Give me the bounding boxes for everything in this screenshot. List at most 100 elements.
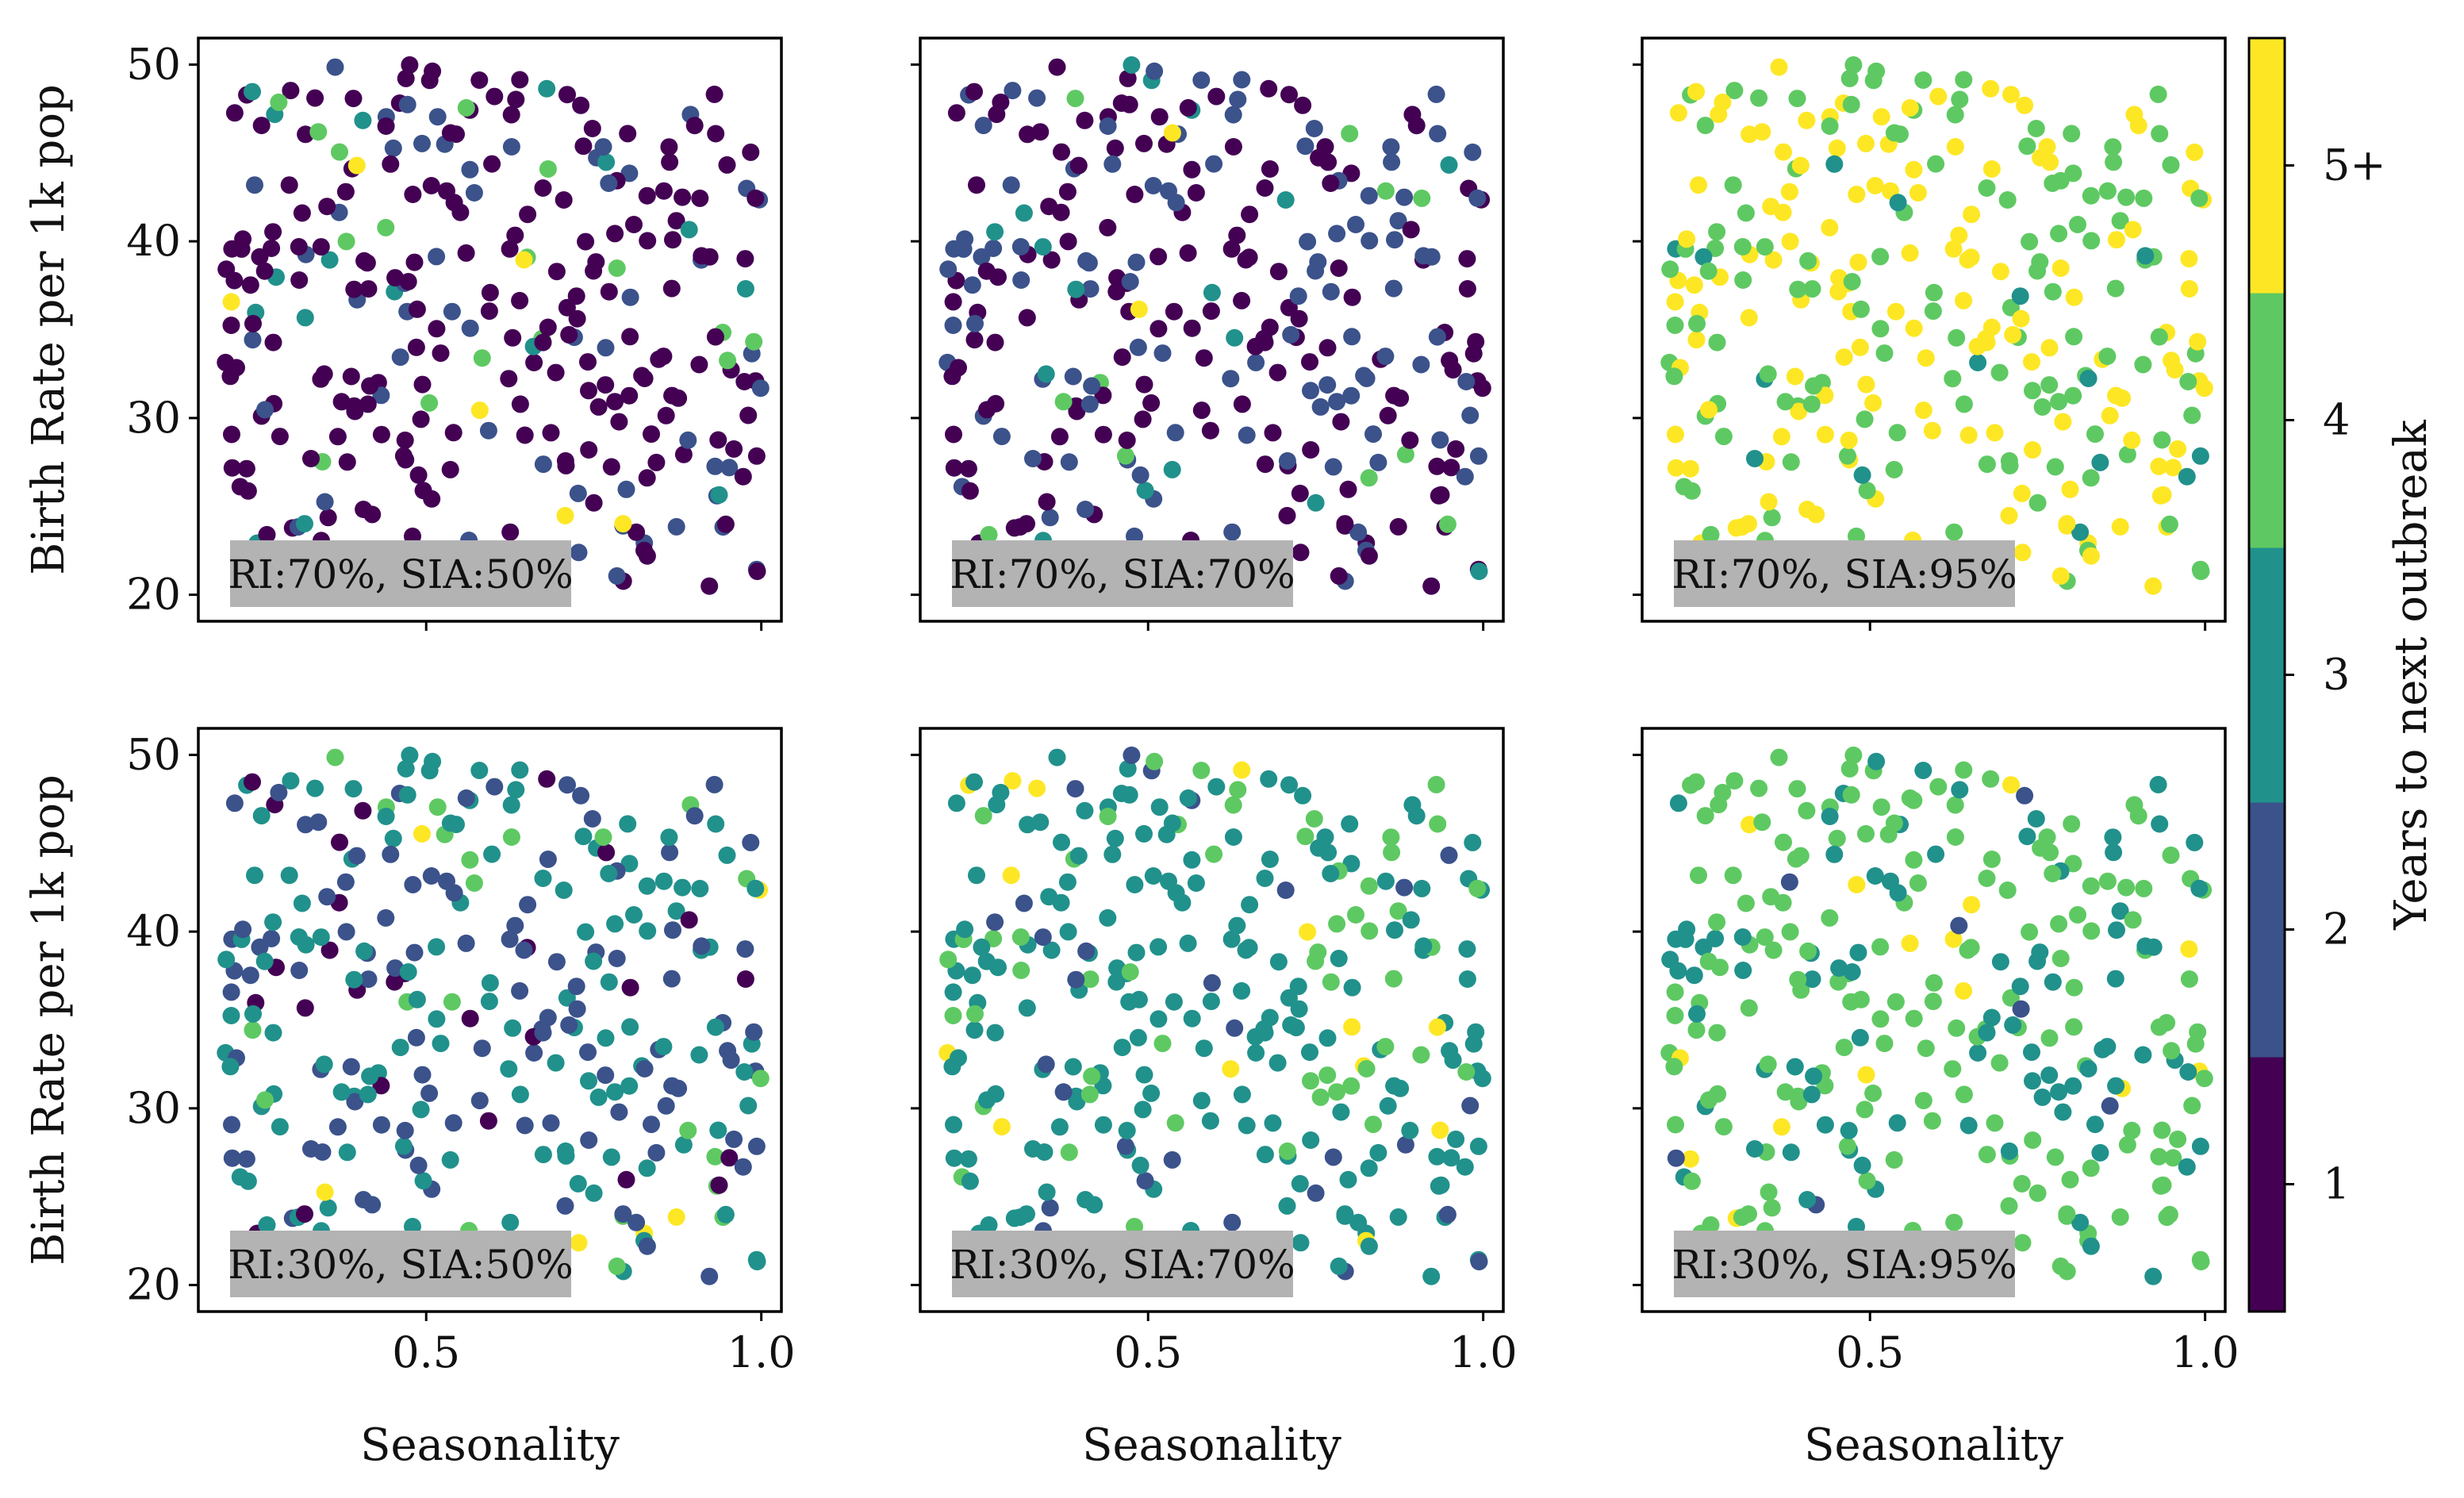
data-point (251, 248, 269, 266)
data-point (2111, 212, 2129, 230)
data-point (1867, 752, 1886, 770)
data-point (1290, 1000, 1308, 1018)
data-point (2082, 469, 2100, 487)
data-point (1666, 1007, 1684, 1024)
data-point (1187, 874, 1205, 892)
data-point (1289, 287, 1307, 305)
data-point (748, 563, 766, 581)
data-point (662, 279, 681, 298)
data-point (1360, 877, 1378, 895)
data-point (736, 280, 754, 298)
data-point (1256, 1146, 1274, 1164)
data-point (2180, 250, 2198, 268)
data-point (1798, 801, 1816, 820)
data-point (1278, 1196, 1296, 1215)
data-point (710, 486, 728, 504)
data-point (706, 1147, 724, 1166)
data-point (1328, 393, 1346, 411)
data-point (1024, 450, 1042, 467)
data-point (1149, 938, 1168, 956)
data-point (1458, 250, 1476, 268)
data-point (685, 117, 704, 135)
data-point (556, 451, 574, 470)
data-point (1015, 894, 1033, 912)
data-point (1224, 796, 1242, 814)
data-point (734, 467, 752, 486)
data-point (745, 1023, 763, 1041)
data-point (2091, 453, 2109, 471)
data-point (1201, 421, 1219, 440)
data-point (625, 216, 643, 233)
data-point (1059, 923, 1077, 941)
data-point (1224, 138, 1242, 156)
data-point (736, 940, 754, 958)
data-point (1299, 923, 1317, 941)
data-point (945, 1116, 962, 1134)
data-point (1805, 377, 1823, 395)
data-point (538, 79, 556, 98)
data-point (355, 942, 374, 960)
data-point (1929, 778, 1948, 796)
data-point (1905, 160, 1923, 179)
data-point (1361, 922, 1379, 940)
axes-frame (919, 727, 1505, 1313)
data-point (2153, 1121, 2171, 1139)
data-point (602, 1148, 620, 1166)
data-point (1332, 413, 1350, 431)
data-point (2123, 1121, 2141, 1139)
data-point (398, 95, 416, 113)
data-point (2040, 339, 2059, 357)
data-point (707, 125, 725, 143)
data-point (1853, 466, 1871, 484)
data-point (1830, 959, 1848, 978)
y-tick-label: 30 (126, 1083, 181, 1133)
data-point (344, 90, 363, 108)
data-point (1432, 486, 1450, 504)
data-point (2044, 282, 2062, 301)
data-point (943, 367, 961, 386)
data-point (1852, 300, 1870, 318)
data-point (1080, 395, 1099, 413)
data-point (706, 328, 724, 346)
data-point (1750, 89, 1768, 107)
data-point (264, 913, 282, 931)
data-point (445, 884, 463, 902)
data-point (1069, 847, 1088, 865)
data-point (725, 1130, 743, 1148)
data-point (1948, 328, 1966, 347)
data-point (735, 373, 754, 390)
data-point (638, 1237, 656, 1255)
data-point (1781, 232, 1799, 251)
data-point (739, 406, 758, 424)
data-point (1760, 1183, 1778, 1201)
data-point (610, 413, 628, 431)
data-point (547, 263, 566, 281)
data-point (408, 990, 426, 1008)
data-point (1772, 428, 1790, 446)
data-point (2160, 1205, 2178, 1223)
data-point (500, 370, 518, 388)
data-point (2190, 189, 2209, 207)
data-point (1948, 1019, 1966, 1037)
data-point (1998, 191, 2017, 209)
data-point (1700, 401, 1718, 419)
data-point (355, 501, 373, 518)
data-point (660, 828, 678, 847)
data-point (251, 938, 269, 956)
data-point (556, 506, 574, 524)
data-point (1866, 867, 1884, 885)
data-point (404, 876, 422, 893)
data-point (600, 175, 618, 192)
data-point (1053, 143, 1070, 161)
data-point (569, 1174, 587, 1193)
data-point (1305, 120, 1323, 137)
data-point (1843, 963, 1861, 981)
data-point (654, 182, 673, 200)
data-point (966, 314, 984, 332)
data-point (2023, 1043, 2040, 1062)
data-point (405, 943, 424, 962)
data-point (944, 1007, 962, 1024)
data-point (244, 1021, 262, 1039)
panel-annotation-box (1674, 1231, 2015, 1297)
scatter-points (1660, 56, 2213, 603)
